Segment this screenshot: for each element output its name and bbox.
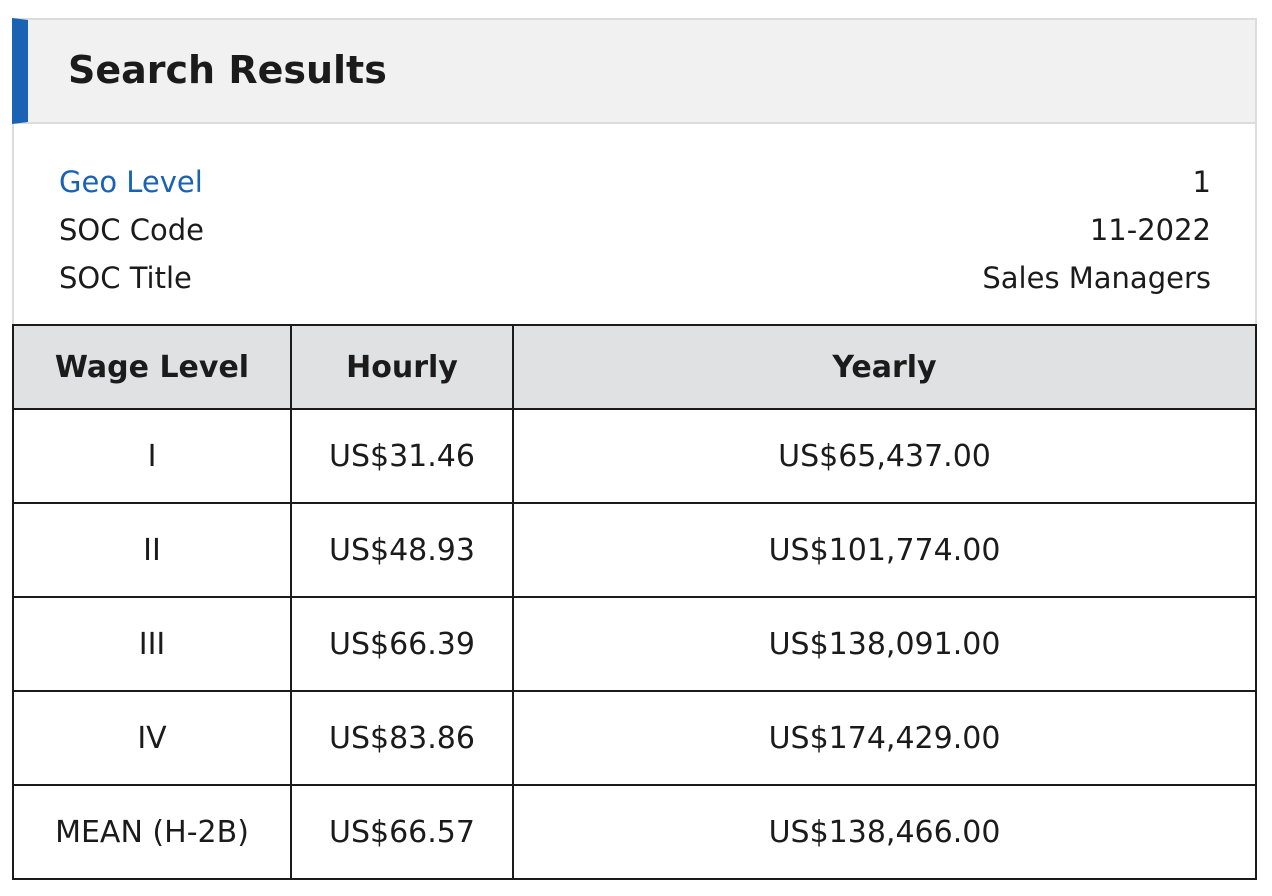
cell: US$31.46 — [290, 408, 514, 504]
results-panel: Search Results Geo Level 1 SOC Code 11-2022… — [12, 18, 1257, 880]
cell: US$138,466.00 — [512, 784, 1257, 880]
info-row: Geo Level 1 — [59, 158, 1211, 206]
cell: US$83.86 — [290, 690, 514, 786]
info: Geo Level 1 SOC Code 11-2022 SOC Title Sales … — [12, 124, 1257, 324]
info-row: SOC Code 11-2022 — [59, 206, 1211, 254]
cell: MEAN (H-2B) — [12, 784, 292, 880]
cell: US$65,437.00 — [512, 408, 1257, 504]
info-row: SOC Title Sales Managers — [59, 254, 1211, 302]
table-row: MEAN (H-2B) US$66.57 US$138,466.00 — [12, 784, 1257, 880]
cell: US$101,774.00 — [512, 502, 1257, 598]
info-value: 1 — [1192, 165, 1211, 199]
cell: III — [12, 596, 292, 692]
info-value: Sales Managers — [982, 261, 1211, 295]
info-label: SOC Code — [59, 213, 204, 247]
title: Search Results — [68, 48, 387, 92]
cell: US$66.57 — [290, 784, 514, 880]
info-value: 11-2022 — [1089, 213, 1211, 247]
cell: US$48.93 — [290, 502, 514, 598]
cell: US$138,091.00 — [512, 596, 1257, 692]
info-label: Geo Level — [59, 165, 203, 199]
table-row: III US$66.39 US$138,091.00 — [12, 596, 1257, 692]
wage-table: Wage Level Hourly Yearly I US$31.46 US$65,43… — [12, 324, 1257, 880]
cell: I — [12, 408, 292, 504]
info-label: SOC Title — [59, 261, 192, 295]
table-row: I US$31.46 US$65,437.00 — [12, 408, 1257, 504]
column-header: Hourly — [290, 324, 514, 410]
cell: US$66.39 — [290, 596, 514, 692]
column-header: Yearly — [512, 324, 1257, 410]
header-row: Wage Level Hourly Yearly — [12, 324, 1257, 410]
table-row: IV US$83.86 US$174,429.00 — [12, 690, 1257, 786]
header: Search Results — [12, 18, 1257, 124]
table-body: I US$31.46 US$65,437.00 II US$48.93 US$101,77… — [12, 408, 1257, 880]
cell: II — [12, 502, 292, 598]
cell: IV — [12, 690, 292, 786]
column-header: Wage Level — [12, 324, 292, 410]
cell: US$174,429.00 — [512, 690, 1257, 786]
table-row: II US$48.93 US$101,774.00 — [12, 502, 1257, 598]
